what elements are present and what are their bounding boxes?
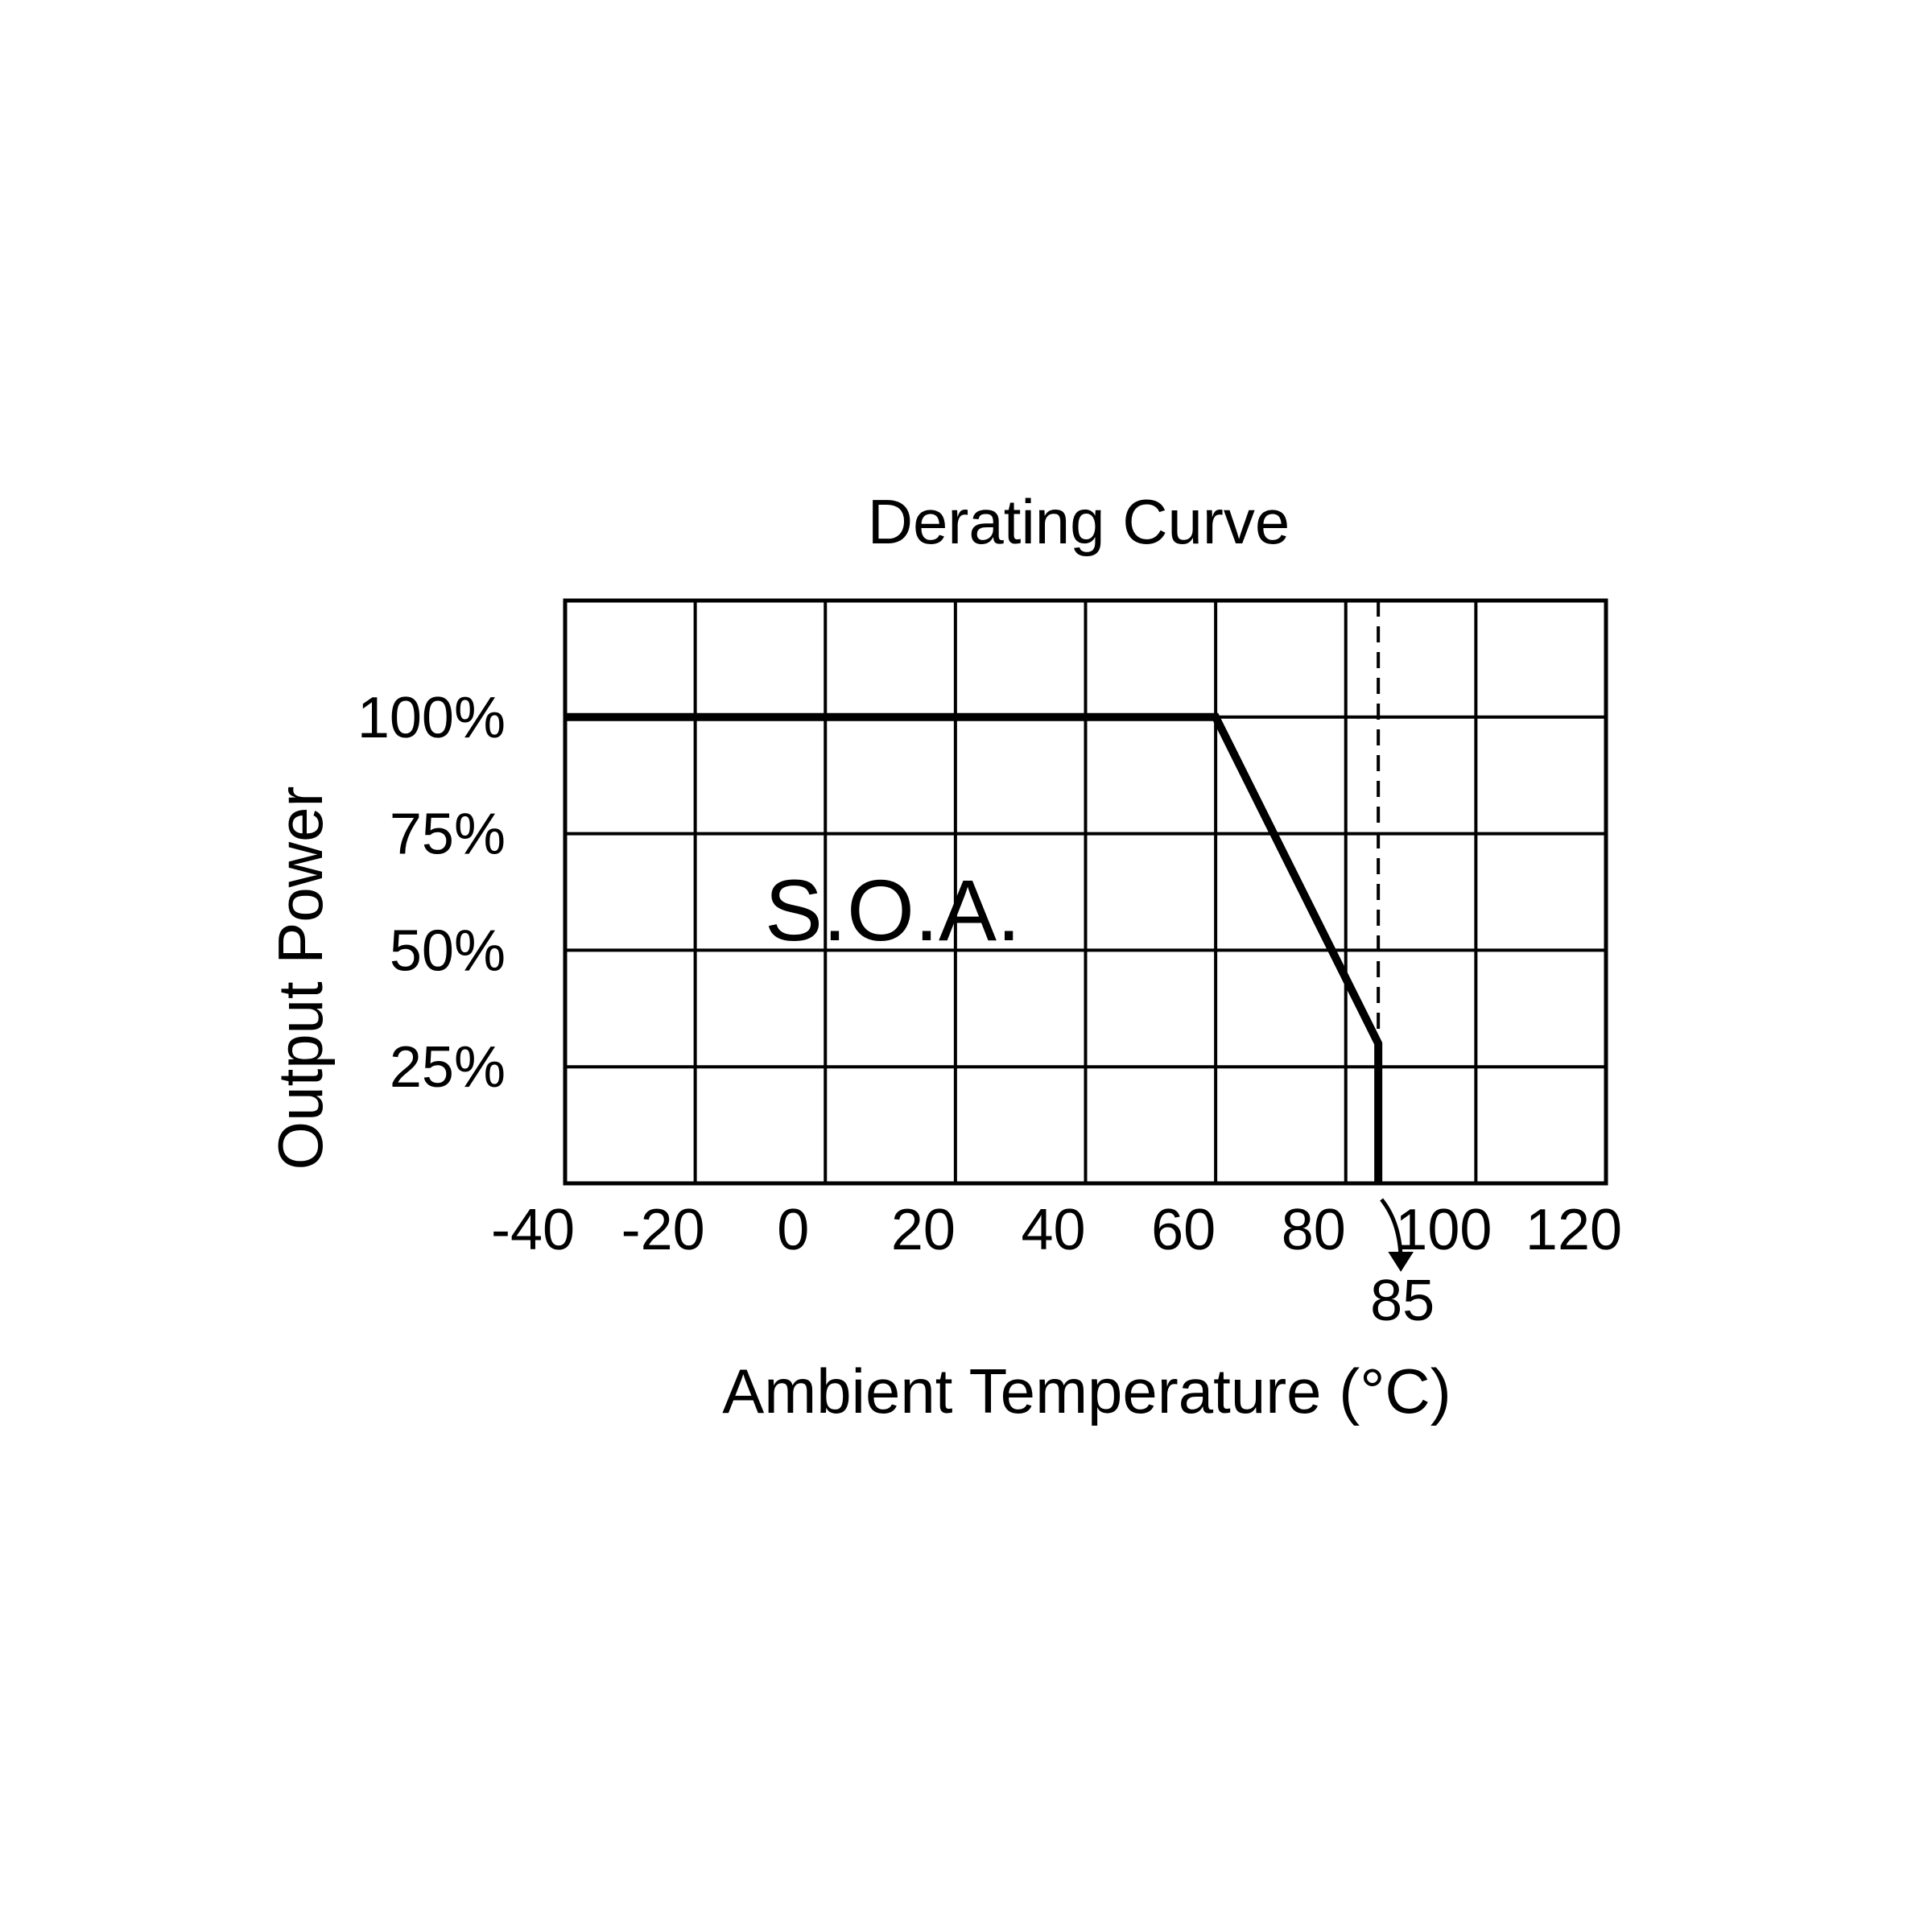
x-tick-labels: -40 -20 0 20 40 60 80 100 120 xyxy=(491,1198,1622,1262)
soa-region-label: S.O.A. xyxy=(765,861,1021,959)
marker-85-label: 85 xyxy=(1370,1269,1435,1333)
y-tick-labels: 25% 50% 75% 100% xyxy=(357,686,506,1100)
chart-title: Derating Curve xyxy=(868,486,1290,557)
grid xyxy=(563,598,1608,1186)
marker-85-arrowhead xyxy=(1388,1252,1414,1272)
x-tick-label: 20 xyxy=(891,1198,956,1262)
y-tick-label: 100% xyxy=(357,686,506,750)
x-tick-label: 100 xyxy=(1395,1198,1492,1262)
y-tick-label: 50% xyxy=(390,919,506,983)
y-tick-label: 25% xyxy=(390,1035,506,1100)
y-axis-label: Output Power xyxy=(265,786,336,1170)
x-axis-label: Ambient Temperature (°C) xyxy=(722,1356,1451,1426)
x-tick-label: 120 xyxy=(1525,1198,1622,1262)
x-tick-label: 40 xyxy=(1021,1198,1085,1262)
x-tick-label: 60 xyxy=(1151,1198,1216,1262)
y-tick-label: 75% xyxy=(390,803,506,867)
x-tick-label: -20 xyxy=(621,1198,705,1262)
derating-curve-line xyxy=(565,712,1383,1183)
x-tick-label: 0 xyxy=(777,1198,809,1262)
x-tick-label: 80 xyxy=(1282,1198,1346,1262)
x-tick-label: -40 xyxy=(491,1198,575,1262)
series-layer: 85 xyxy=(565,601,1435,1333)
